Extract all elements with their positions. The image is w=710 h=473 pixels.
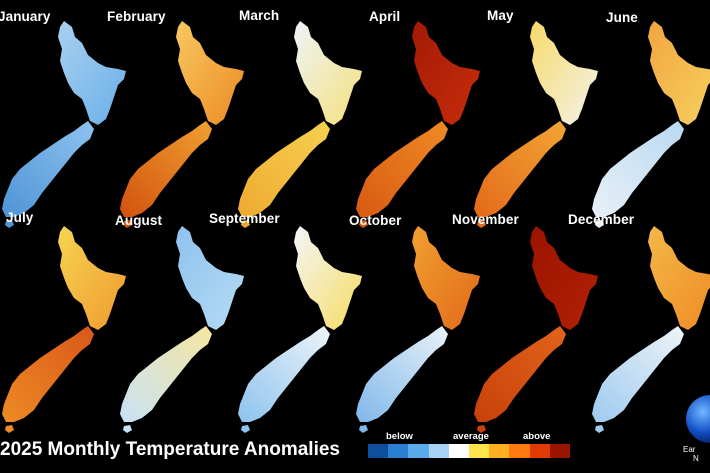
stewart-island bbox=[595, 220, 604, 228]
north-island bbox=[530, 21, 598, 125]
legend-label-below: below bbox=[386, 431, 413, 442]
north-island bbox=[412, 21, 480, 125]
earth-observatory-logo-icon bbox=[686, 395, 710, 443]
nz-map-november bbox=[474, 226, 598, 433]
south-island bbox=[2, 326, 94, 422]
month-label-september: September bbox=[209, 211, 280, 226]
month-panel-june bbox=[592, 13, 710, 228]
month-panel-november bbox=[474, 218, 598, 433]
nz-map-december bbox=[592, 226, 710, 433]
south-island bbox=[238, 326, 330, 422]
month-label-december: December bbox=[568, 212, 635, 227]
month-panel-february bbox=[120, 13, 244, 228]
stewart-island bbox=[123, 425, 132, 433]
nz-map-september bbox=[238, 226, 362, 433]
legend-swatch bbox=[388, 444, 409, 458]
north-island bbox=[530, 226, 598, 330]
nz-map-march bbox=[238, 21, 362, 228]
nz-map-january bbox=[2, 21, 126, 228]
figure-title: 2025 Monthly Temperature Anomalies bbox=[0, 439, 340, 460]
month-panel-march bbox=[238, 13, 362, 228]
month-label-february: February bbox=[107, 9, 166, 24]
month-panel-september bbox=[238, 218, 362, 433]
nz-map-april bbox=[356, 21, 480, 228]
north-island bbox=[294, 226, 362, 330]
stewart-island bbox=[5, 220, 14, 228]
stewart-island bbox=[477, 425, 486, 433]
logo-text-line1: Ear bbox=[683, 445, 696, 454]
stewart-island bbox=[5, 425, 14, 433]
month-label-january: January bbox=[0, 9, 51, 24]
logo-text: Ear N bbox=[683, 445, 699, 463]
month-label-march: March bbox=[239, 8, 280, 23]
north-island bbox=[58, 21, 126, 125]
south-island bbox=[120, 121, 212, 217]
stewart-island bbox=[123, 220, 132, 228]
south-island bbox=[592, 326, 684, 422]
north-island bbox=[294, 21, 362, 125]
logo-text-line2: N bbox=[693, 454, 699, 463]
legend-swatch bbox=[368, 444, 389, 458]
legend-swatch bbox=[448, 444, 470, 458]
south-island bbox=[474, 326, 566, 422]
stewart-island bbox=[359, 425, 368, 433]
month-panel-august bbox=[120, 218, 244, 433]
legend-swatch bbox=[469, 444, 490, 458]
month-label-july: July bbox=[6, 210, 34, 225]
legend-color-scale bbox=[368, 444, 571, 458]
legend-swatch bbox=[529, 444, 550, 458]
stewart-island bbox=[595, 425, 604, 433]
month-panel-january bbox=[2, 13, 126, 228]
month-label-may: May bbox=[487, 8, 514, 23]
month-panel-april bbox=[356, 13, 480, 228]
north-island bbox=[648, 226, 710, 330]
month-label-august: August bbox=[115, 213, 163, 228]
legend-swatch bbox=[428, 444, 449, 458]
legend-swatch bbox=[549, 444, 571, 458]
north-island bbox=[58, 226, 126, 330]
legend-swatch bbox=[509, 444, 530, 458]
south-island bbox=[474, 121, 566, 217]
south-island bbox=[238, 121, 330, 217]
south-island bbox=[2, 121, 94, 217]
nz-map-february bbox=[120, 21, 244, 228]
nz-map-june bbox=[592, 21, 710, 228]
month-panel-may bbox=[474, 13, 598, 228]
south-island bbox=[356, 121, 448, 217]
nz-map-july bbox=[2, 226, 126, 433]
nz-map-august bbox=[120, 226, 244, 433]
month-panel-october bbox=[356, 218, 480, 433]
nz-map-october bbox=[356, 226, 480, 433]
legend-swatch bbox=[489, 444, 510, 458]
stewart-island bbox=[359, 220, 368, 228]
north-island bbox=[648, 21, 710, 125]
month-panel-december bbox=[592, 218, 710, 433]
month-label-april: April bbox=[369, 9, 401, 24]
month-label-october: October bbox=[349, 213, 402, 228]
color-legend: below average above bbox=[368, 431, 571, 461]
stewart-island bbox=[241, 425, 250, 433]
south-island bbox=[592, 121, 684, 217]
north-island bbox=[176, 21, 244, 125]
legend-label-average: average bbox=[453, 431, 489, 442]
legend-label-above: above bbox=[523, 431, 551, 442]
stewart-island bbox=[241, 220, 250, 228]
south-island bbox=[120, 326, 212, 422]
north-island bbox=[412, 226, 480, 330]
month-label-november: November bbox=[452, 212, 519, 227]
nz-map-may bbox=[474, 21, 598, 228]
month-label-june: June bbox=[606, 10, 638, 25]
legend-swatch bbox=[408, 444, 429, 458]
north-island bbox=[176, 226, 244, 330]
stewart-island bbox=[477, 220, 486, 228]
month-panel-july bbox=[2, 218, 126, 433]
south-island bbox=[356, 326, 448, 422]
